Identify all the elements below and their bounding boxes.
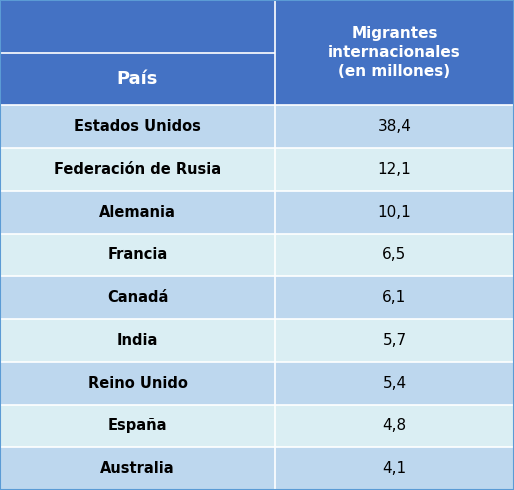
Text: 6,5: 6,5	[382, 247, 407, 263]
Text: Reino Unido: Reino Unido	[87, 376, 188, 391]
Text: 4,8: 4,8	[382, 418, 407, 433]
Bar	[275, 148, 514, 191]
Bar	[0, 148, 275, 191]
Bar	[0, 105, 275, 148]
Text: 10,1: 10,1	[378, 205, 411, 220]
Bar	[275, 276, 514, 319]
Bar	[275, 447, 514, 490]
Text: Estados Unidos: Estados Unidos	[74, 119, 201, 134]
Bar	[0, 234, 275, 276]
Text: España: España	[108, 418, 167, 433]
Bar	[275, 362, 514, 405]
Bar	[0, 191, 275, 234]
Text: Francia: Francia	[107, 247, 168, 263]
Bar	[275, 319, 514, 362]
Text: Migrantes
internacionales
(en millones): Migrantes internacionales (en millones)	[328, 26, 461, 79]
Text: 38,4: 38,4	[378, 119, 411, 134]
Text: Federación de Rusia: Federación de Rusia	[54, 162, 221, 177]
Bar	[0, 276, 275, 319]
Bar	[275, 191, 514, 234]
Bar	[0, 447, 275, 490]
Text: 12,1: 12,1	[378, 162, 411, 177]
Bar	[275, 105, 514, 148]
Bar	[275, 405, 514, 447]
Text: Alemania: Alemania	[99, 205, 176, 220]
Text: Australia: Australia	[100, 461, 175, 476]
Bar	[0, 319, 275, 362]
Bar	[0, 405, 275, 447]
Text: Canadá: Canadá	[107, 290, 168, 305]
Bar	[0, 362, 275, 405]
Text: 5,7: 5,7	[382, 333, 407, 348]
Text: País: País	[117, 70, 158, 88]
Text: 6,1: 6,1	[382, 290, 407, 305]
Text: 5,4: 5,4	[382, 376, 407, 391]
Bar	[275, 234, 514, 276]
Text: India: India	[117, 333, 158, 348]
Text: 4,1: 4,1	[382, 461, 407, 476]
